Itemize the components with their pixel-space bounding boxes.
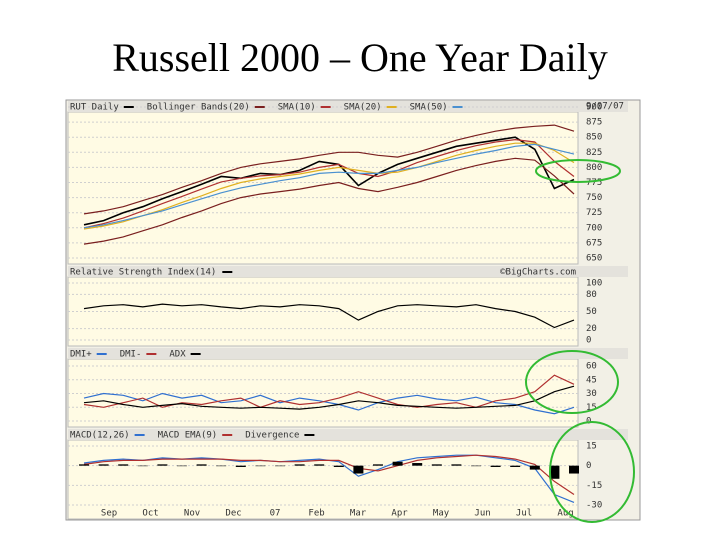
series-line (83, 143, 575, 229)
divergence-bar (431, 464, 442, 466)
y-tick-label: 15 (586, 403, 597, 413)
panel-header (68, 348, 628, 359)
y-tick-label: 100 (586, 279, 602, 289)
plot-background (67, 111, 579, 265)
divergence-bar (490, 465, 501, 467)
divergence-bar (569, 465, 579, 474)
divergence-bar (314, 464, 325, 466)
y-tick-label: 80 (586, 290, 597, 300)
y-tick-label: 725 (586, 208, 602, 218)
x-tick-label: Mar (350, 509, 367, 519)
slide-title: Russell 2000 – One Year Daily (112, 35, 608, 80)
divergence-bar (373, 464, 383, 466)
panel-header (68, 266, 628, 277)
divergence-bar (549, 465, 560, 479)
y-tick-label: 900 (586, 103, 602, 113)
x-tick-label: 07 (270, 509, 281, 519)
y-tick-label: 0 (586, 336, 591, 346)
divergence-bar (118, 464, 129, 466)
x-tick-label: Feb (308, 509, 324, 519)
y-tick-label: 800 (586, 163, 602, 173)
divergence-bar (196, 464, 207, 466)
legend-label: RUT Daily (70, 103, 119, 113)
divergence-bar (98, 464, 109, 466)
divergence-bar (177, 465, 187, 467)
divergence-bar (529, 465, 540, 470)
credit: ©BigCharts.com (500, 268, 576, 278)
x-tick-label: Jul (516, 509, 532, 519)
y-tick-label: 775 (586, 178, 602, 188)
x-tick-label: Aug (557, 509, 573, 519)
y-tick-label: 675 (586, 238, 602, 248)
highlight-ellipse (549, 421, 635, 523)
legend-label: ADX (169, 350, 186, 360)
y-tick-label: -30 (586, 501, 602, 511)
divergence-bar (157, 464, 168, 466)
plot-background (67, 439, 579, 520)
divergence-bar (510, 465, 521, 467)
divergence-bar (235, 465, 246, 467)
series-line (83, 142, 575, 230)
divergence-bar (79, 464, 89, 466)
x-tick-label: Oct (142, 509, 158, 519)
x-tick-label: Jun (474, 509, 490, 519)
y-tick-label: 750 (586, 193, 602, 203)
series-line (83, 136, 575, 226)
panel-title: Relative Strength Index(14) (70, 268, 216, 278)
series-line (83, 385, 575, 410)
x-tick-label: Nov (184, 509, 200, 519)
highlight-ellipse (535, 159, 621, 183)
annotations (525, 159, 635, 523)
y-tick-label: 700 (586, 223, 602, 233)
y-tick-label: 30 (586, 389, 597, 399)
highlight-ellipse (525, 350, 619, 414)
legend-label: SMA(50) (410, 103, 448, 113)
y-tick-label: 825 (586, 148, 602, 158)
divergence-bar (216, 465, 227, 467)
date-label: 9/07/07 (586, 102, 624, 112)
y-tick-label: 50 (586, 307, 597, 317)
series-line (83, 374, 575, 408)
x-tick-label: Apr (391, 509, 408, 519)
x-tick-label: Sep (101, 509, 117, 519)
y-tick-label: 20 (586, 324, 597, 334)
y-tick-label: 45 (586, 375, 597, 385)
divergence-bar (451, 464, 462, 466)
divergence-bar (471, 465, 481, 467)
y-tick-label: 850 (586, 133, 602, 143)
divergence-bar (137, 465, 148, 467)
legend-label: Divergence (245, 431, 299, 441)
legend-label: MACD(12,26) (70, 431, 130, 441)
x-tick-label: Dec (225, 509, 241, 519)
panel-header (68, 429, 628, 440)
divergence-bar (353, 465, 364, 474)
series-line (83, 454, 575, 495)
y-tick-label: 0 (586, 461, 591, 471)
y-tick-label: -15 (586, 481, 602, 491)
divergence-bar (412, 463, 423, 466)
x-tick-label: May (433, 509, 450, 519)
divergence-bar (275, 465, 285, 467)
series-line (83, 303, 575, 329)
y-tick-label: 15 (586, 442, 597, 452)
divergence-bar (333, 465, 344, 467)
divergence-bar (294, 464, 305, 466)
divergence-bar (255, 465, 266, 467)
legend-label: DMI- (120, 350, 142, 360)
legend-label: MACD EMA(9) (158, 431, 218, 441)
series-line (83, 138, 575, 229)
y-tick-label: 875 (586, 118, 602, 128)
series-line (83, 124, 575, 215)
y-tick-label: 650 (586, 254, 602, 264)
divergence-bar (392, 461, 403, 466)
legend-label: DMI+ (70, 350, 92, 360)
legend-label: SMA(10) (278, 103, 316, 113)
legend-label: Bollinger Bands(20) (147, 103, 250, 113)
legend-label: SMA(20) (344, 103, 382, 113)
series-line (83, 157, 575, 245)
y-tick-label: 60 (586, 362, 597, 372)
